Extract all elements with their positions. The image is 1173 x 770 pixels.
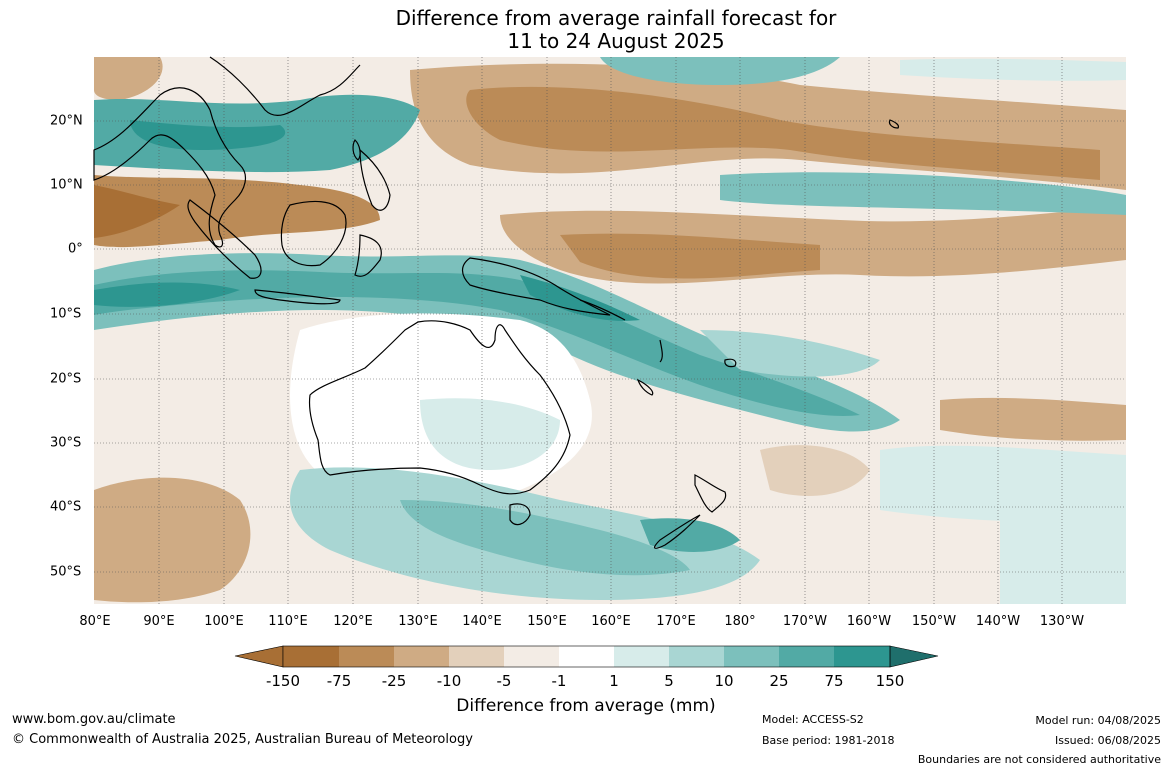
y-axis-label: 40°S [50,499,82,515]
colorbar-swatch [504,646,559,667]
taiwan-outline [352,139,361,161]
philippines-outline [359,148,391,211]
issued-date: Issued: 06/08/2025 [1054,734,1161,747]
colorbar-extend-low [234,645,284,668]
y-axis-label: 10°S [50,306,82,322]
x-axis-label: 160°W [846,614,892,629]
colorbar-swatch [339,646,394,667]
colorbar-tick-label: -75 [326,672,352,690]
copyright-text: © Commonwealth of Australia 2025, Austra… [12,732,473,747]
colorbar-swatch [449,646,504,667]
tasmania-outline [509,503,531,526]
colorbar-swatch [834,646,890,667]
china-coast-outline [209,56,361,116]
y-axis-label: 20°N [50,113,83,129]
new-zealand-north-outline [694,474,727,513]
x-axis-label: 150°W [911,614,957,629]
y-axis-label: 30°S [50,435,82,451]
y-axis-label: 20°S [50,371,82,387]
colorbar-swatch [614,646,669,667]
asia-mainland-outline [93,87,247,248]
colorbar-tick-label: 1 [609,672,619,690]
colorbar-extend-high [889,645,939,668]
coastlines [93,56,900,549]
borneo-outline [280,200,347,267]
colorbar-title: Difference from average (mm) [456,696,716,716]
website-link[interactable]: www.bom.gov.au/climate [12,712,176,727]
map-title-line2: 11 to 24 August 2025 [507,29,725,53]
x-axis-label: 90°E [143,614,175,629]
x-axis-label: 170°E [656,614,696,629]
x-axis-label: 100°E [204,614,244,629]
colorbar-swatch [559,646,614,667]
colorbar-swatch [669,646,724,667]
x-axis-label: 150°E [527,614,567,629]
new-caledonia-outline [636,378,654,396]
y-axis-label: 10°N [50,177,83,193]
vanuatu-outline [659,339,663,363]
colorbar-tick-label: 75 [824,672,844,690]
y-axis-label: 50°S [50,564,82,580]
new-zealand-south-outline [653,514,701,549]
x-axis-label: 180° [724,614,756,629]
colorbar-swatch [394,646,449,667]
x-axis-label: 110°E [268,614,308,629]
x-axis-label: 130°E [398,614,438,629]
colorbar-tick-label: -150 [265,672,301,690]
colorbar [234,645,939,668]
colorbar-tick-label: -5 [496,672,512,690]
x-axis-label: 80°E [79,614,111,629]
colorbar-tick-label: -10 [436,672,462,690]
colorbar-swatch [724,646,779,667]
x-axis-label: 170°W [782,614,828,629]
graticule [94,57,1126,604]
sulawesi-outline [354,234,382,277]
sumatra-outline [187,199,262,279]
x-axis-label: 160°E [591,614,631,629]
x-axis-label: 140°W [975,614,1021,629]
fiji-outline [724,358,737,368]
base-period: Base period: 1981-2018 [762,734,895,747]
australia-outline [308,320,571,495]
hawaii-outline [888,119,900,129]
y-axis-label: 0° [68,241,83,257]
colorbar-outline [282,645,891,668]
map-title-line1: Difference from average rainfall forecas… [395,6,837,30]
colorbar-tick-label: 150 [875,672,905,690]
new-guinea-outline [461,257,611,316]
x-axis-label: 120°E [333,614,373,629]
solomon-islands-outline [579,299,626,321]
model-name: Model: ACCESS-S2 [762,713,864,726]
model-run-date: Model run: 04/08/2025 [1035,714,1161,727]
java-outline [254,289,341,305]
colorbar-swatch [779,646,834,667]
colorbar-tick-label: -25 [381,672,407,690]
colorbar-swatch [283,646,339,667]
colorbar-tick-label: 25 [769,672,789,690]
colorbar-tick-label: 5 [664,672,674,690]
boundary-disclaimer: Boundaries are not considered authoritat… [917,753,1161,766]
colorbar-tick-label: -1 [551,672,567,690]
colorbar-tick-label: 10 [714,672,734,690]
x-axis-label: 130°W [1039,614,1085,629]
x-axis-label: 140°E [462,614,502,629]
rainfall-anomaly-field [94,57,1126,604]
